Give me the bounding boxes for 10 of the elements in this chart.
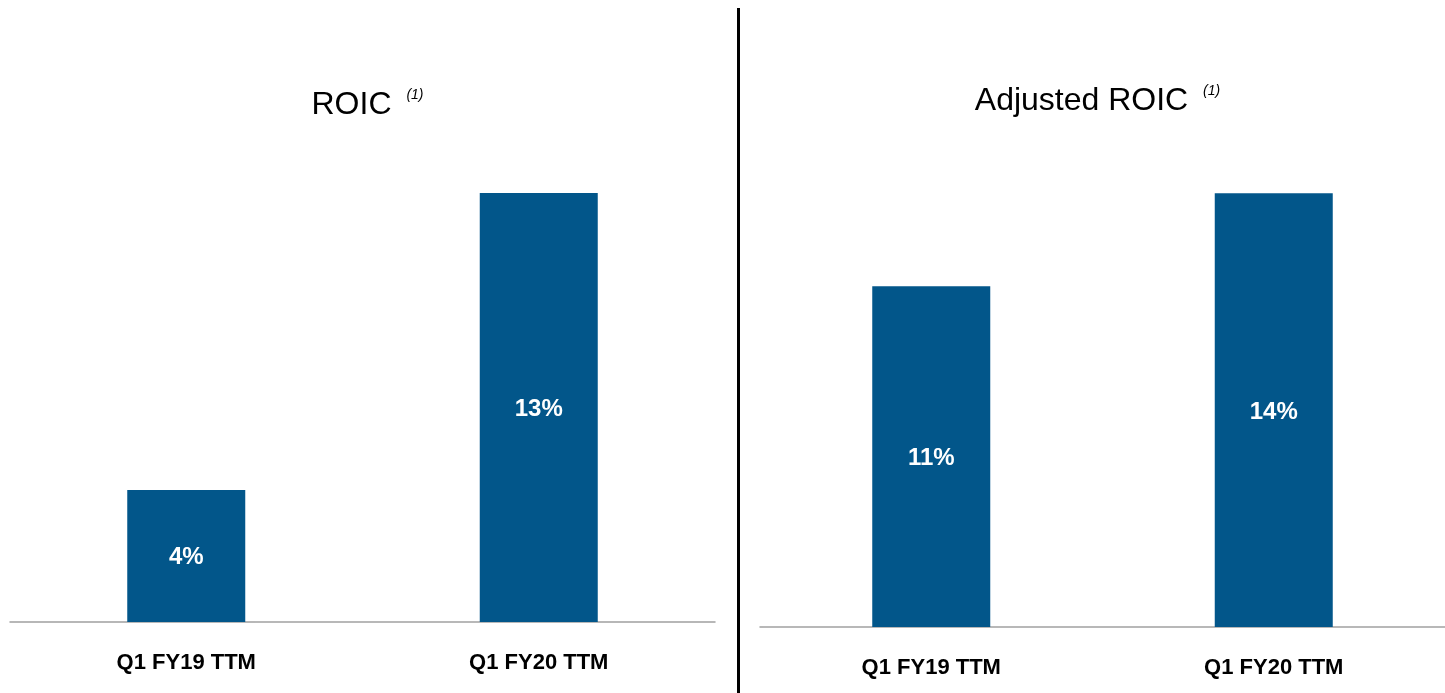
data-label: 11% — [907, 443, 955, 471]
data-label: 13% — [514, 393, 563, 421]
data-label: 14% — [1249, 396, 1298, 424]
data-label: 4% — [168, 542, 204, 570]
x-tick-label: Q1 FY19 TTM — [861, 653, 1001, 679]
x-tick-label: Q1 FY19 TTM — [116, 648, 256, 674]
chart-title: Adjusted ROIC (1) — [974, 81, 1221, 117]
chart-title: ROIC (1) — [311, 85, 424, 121]
x-tick-label: Q1 FY20 TTM — [469, 648, 609, 674]
x-tick-label: Q1 FY20 TTM — [1204, 653, 1344, 679]
